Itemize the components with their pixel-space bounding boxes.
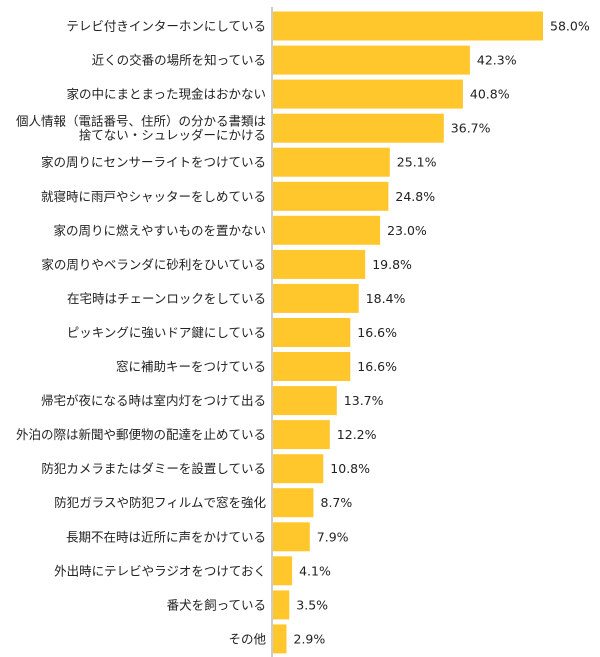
category-label: 帰宅が夜になる時は室内灯をつけて出る	[41, 393, 266, 408]
category-label: 就寝時に雨戸やシャッターをしめている	[41, 189, 266, 204]
value-label: 2.9%	[294, 631, 326, 646]
category-label: 家の周りやベランダに砂利をひいている	[41, 257, 266, 272]
value-label: 18.4%	[366, 291, 406, 306]
category-label: 防犯カメラまたはダミーを設置している	[41, 461, 266, 476]
category-label: ピッキングに強いドア鍵にしている	[67, 325, 266, 340]
bar	[273, 386, 337, 416]
bar	[273, 318, 351, 347]
value-label: 24.8%	[395, 189, 435, 204]
category-label: 個人情報（電話番号、住所）の分かる書類は捨てない・シュレッダーにかける	[16, 114, 266, 143]
value-label: 16.6%	[357, 325, 397, 340]
category-label: 在宅時はチェーンロックをしている	[67, 291, 266, 306]
category-label: 外泊の際は新聞や郵便物の配達を止めている	[16, 427, 266, 442]
bar	[273, 147, 390, 177]
bar	[273, 79, 463, 109]
category-label: 近くの交番の場所を知っている	[92, 53, 266, 68]
value-label: 16.6%	[357, 359, 397, 374]
category-label: 防犯ガラスや防犯フィルムで窓を強化	[54, 495, 266, 510]
bar	[273, 45, 470, 75]
value-label: 12.2%	[337, 427, 377, 442]
bar	[273, 590, 290, 620]
category-label: 家の中にまとまった現金はおかない	[66, 87, 266, 102]
bar	[273, 249, 366, 279]
bar	[273, 624, 287, 654]
bar	[273, 181, 389, 211]
bar	[273, 556, 293, 586]
category-label: 家の周りにセンサーライトをつけている	[41, 155, 266, 170]
bar	[273, 352, 351, 381]
value-label: 36.7%	[451, 121, 491, 136]
value-label: 8.7%	[321, 495, 353, 510]
bar	[273, 11, 543, 41]
category-label: 外出時にテレビやラジオをつけておく	[54, 563, 266, 578]
bar	[273, 420, 330, 450]
value-label: 13.7%	[344, 393, 384, 408]
value-label: 3.5%	[296, 597, 328, 612]
bar	[273, 488, 314, 518]
bar	[273, 215, 381, 245]
category-label: テレビ付きインターホンにしている	[66, 19, 266, 34]
category-label: 長期不在時は近所に声をかけている	[66, 529, 266, 544]
category-label: 窓に補助キーをつけている	[116, 359, 266, 374]
value-label: 10.8%	[330, 461, 370, 476]
value-label: 7.9%	[317, 529, 349, 544]
bar	[273, 522, 310, 552]
bar	[273, 113, 444, 143]
value-label: 25.1%	[397, 155, 437, 170]
value-label: 4.1%	[299, 563, 331, 578]
value-label: 40.8%	[470, 87, 510, 102]
bar	[273, 283, 359, 313]
value-label: 58.0%	[550, 19, 590, 34]
category-label: 家の周りに燃えやすいものを置かない	[53, 223, 266, 238]
value-label: 42.3%	[477, 53, 517, 68]
value-label: 19.8%	[372, 257, 412, 272]
bar	[273, 454, 324, 484]
category-label: その他	[228, 631, 266, 646]
category-label: 番犬を飼っている	[167, 597, 266, 612]
value-label: 23.0%	[387, 223, 427, 238]
